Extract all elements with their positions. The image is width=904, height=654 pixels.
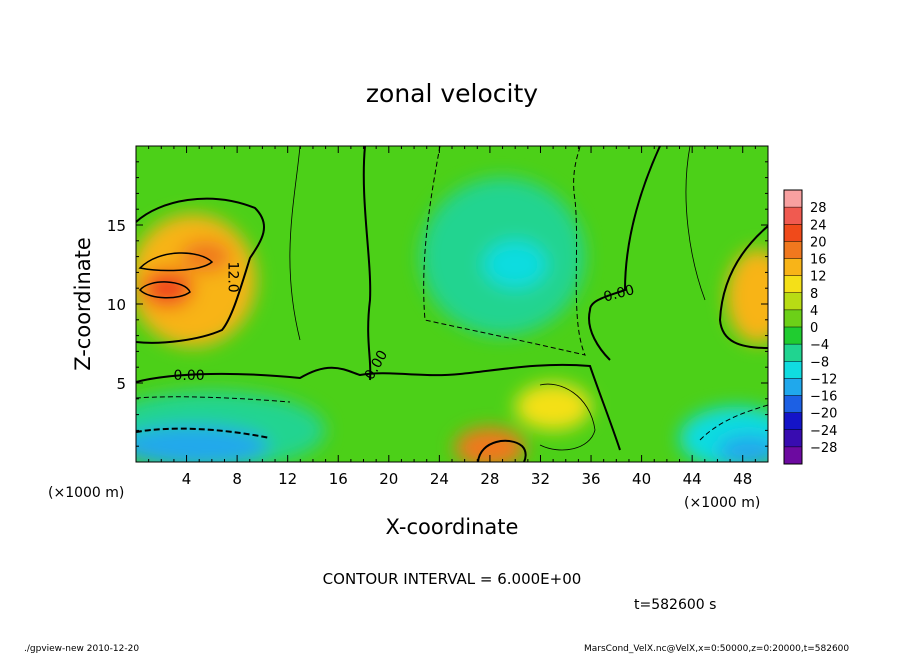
x-tick-label-4: 4 bbox=[182, 470, 192, 488]
colorbar-label-6: 4 bbox=[810, 304, 818, 319]
chart-title: zonal velocity bbox=[366, 79, 538, 108]
contour-12-bottom bbox=[477, 439, 527, 462]
colorbar-swatch-3 bbox=[784, 241, 802, 259]
plot-field: 12.00.00 0.000.00 bbox=[136, 146, 768, 462]
footer-right: MarsCond_VelX.nc@VelX,x=0:50000,z=0:2000… bbox=[584, 644, 849, 654]
contour-label-3: 0.00 bbox=[602, 282, 636, 306]
x-tick-label-8: 8 bbox=[232, 470, 242, 488]
y-axis-label: Z-coordinate bbox=[71, 237, 95, 371]
x-tick-label-36: 36 bbox=[581, 470, 600, 488]
contour-6-right bbox=[685, 146, 706, 301]
contour-18-a bbox=[138, 252, 214, 272]
colorbar-label-13: −24 bbox=[810, 424, 837, 439]
field-blob-0 bbox=[136, 213, 257, 347]
footer-left: ./gpview-new 2010-12-20 bbox=[24, 644, 139, 654]
colorbar-swatch-2 bbox=[784, 224, 802, 242]
y-tick-label-15: 15 bbox=[107, 217, 126, 235]
x-unit-right: (×1000 m) bbox=[684, 495, 760, 511]
colorbar-swatch-10 bbox=[784, 361, 802, 379]
colorbar-label-0: 28 bbox=[810, 201, 827, 216]
y-axis-ticks: 5 10 15 bbox=[107, 161, 768, 447]
x-tick-label-24: 24 bbox=[430, 470, 449, 488]
x-tick-label-32: 32 bbox=[531, 470, 550, 488]
time-label: t=582600 s bbox=[634, 597, 716, 613]
contour-interval: CONTOUR INTERVAL = 6.000E+00 bbox=[323, 570, 582, 588]
field-blobs bbox=[136, 177, 768, 462]
y-tick-label-10: 10 bbox=[107, 296, 126, 314]
contour-neg6-left bbox=[136, 396, 291, 403]
field-blob-2 bbox=[180, 240, 231, 273]
x-axis-label: X-coordinate bbox=[386, 515, 519, 539]
x-tick-label-20: 20 bbox=[379, 470, 398, 488]
colorbar: 28 24 20 16 12 8 4 0 −4 −8 −12 −16 −20 −24 −28 bbox=[783, 189, 837, 465]
x-unit-left: (×1000 m) bbox=[48, 485, 124, 501]
colorbar-swatch-4 bbox=[784, 258, 802, 277]
colorbar-label-14: −28 bbox=[810, 441, 837, 456]
x-tick-label-40: 40 bbox=[632, 470, 651, 488]
contour-zero-center bbox=[362, 146, 372, 381]
contour-lines bbox=[136, 146, 768, 462]
colorbar-swatch-8 bbox=[784, 327, 802, 345]
colorbar-label-11: −16 bbox=[810, 390, 837, 405]
contour-12-right bbox=[718, 225, 768, 349]
field-blob-11 bbox=[515, 383, 592, 431]
colorbar-swatch-1 bbox=[784, 207, 802, 225]
field-blob-1 bbox=[142, 269, 193, 308]
colorbar-swatch-5 bbox=[784, 275, 802, 294]
x-tick-label-16: 16 bbox=[329, 470, 348, 488]
contour-label-1: 0.00 bbox=[174, 368, 205, 384]
contour-18-b bbox=[138, 281, 191, 299]
contour-6-left bbox=[289, 146, 301, 341]
colorbar-label-10: −12 bbox=[810, 372, 837, 387]
colorbar-swatch-7 bbox=[784, 309, 802, 328]
colorbar-swatch-14 bbox=[784, 429, 802, 448]
contour-neg12-left bbox=[136, 427, 271, 439]
colorbar-label-9: −8 bbox=[810, 355, 829, 370]
contour-12-left bbox=[136, 197, 266, 344]
field-blob-8 bbox=[136, 425, 269, 462]
colorbar-swatch-9 bbox=[784, 344, 802, 362]
x-tick-label-48: 48 bbox=[733, 470, 752, 488]
colorbar-label-1: 24 bbox=[810, 218, 827, 233]
contour-6-bottom bbox=[539, 383, 596, 451]
x-axis-ticks: 4 8 12 16 20 24 28 32 36 40 44 48 bbox=[148, 146, 756, 488]
field-blob-6 bbox=[483, 240, 547, 289]
field-blob-10 bbox=[717, 435, 768, 462]
colorbar-swatch-0 bbox=[784, 190, 802, 208]
x-tick-label-28: 28 bbox=[480, 470, 499, 488]
y-tick-label-5: 5 bbox=[116, 375, 126, 393]
colorbar-label-8: −4 bbox=[810, 338, 829, 353]
colorbar-label-12: −20 bbox=[810, 407, 837, 422]
contour-zero-right bbox=[588, 146, 661, 361]
colorbar-label-2: 20 bbox=[810, 235, 827, 250]
contour-zero-lower bbox=[136, 363, 621, 451]
contour-label-0: 12.0 bbox=[224, 262, 240, 293]
colorbar-swatch-15 bbox=[784, 446, 802, 465]
colorbar-label-4: 12 bbox=[810, 270, 827, 285]
colorbar-swatch-13 bbox=[784, 412, 802, 431]
colorbar-swatch-11 bbox=[784, 378, 802, 396]
colorbar-swatch-12 bbox=[784, 395, 802, 414]
x-tick-label-12: 12 bbox=[278, 470, 297, 488]
colorbar-label-5: 8 bbox=[810, 287, 818, 302]
colorbar-label-3: 16 bbox=[810, 253, 827, 268]
colorbar-swatch-6 bbox=[784, 292, 802, 311]
colorbar-label-7: 0 bbox=[810, 321, 818, 336]
field-blob-4 bbox=[726, 248, 768, 344]
x-tick-label-44: 44 bbox=[683, 470, 702, 488]
